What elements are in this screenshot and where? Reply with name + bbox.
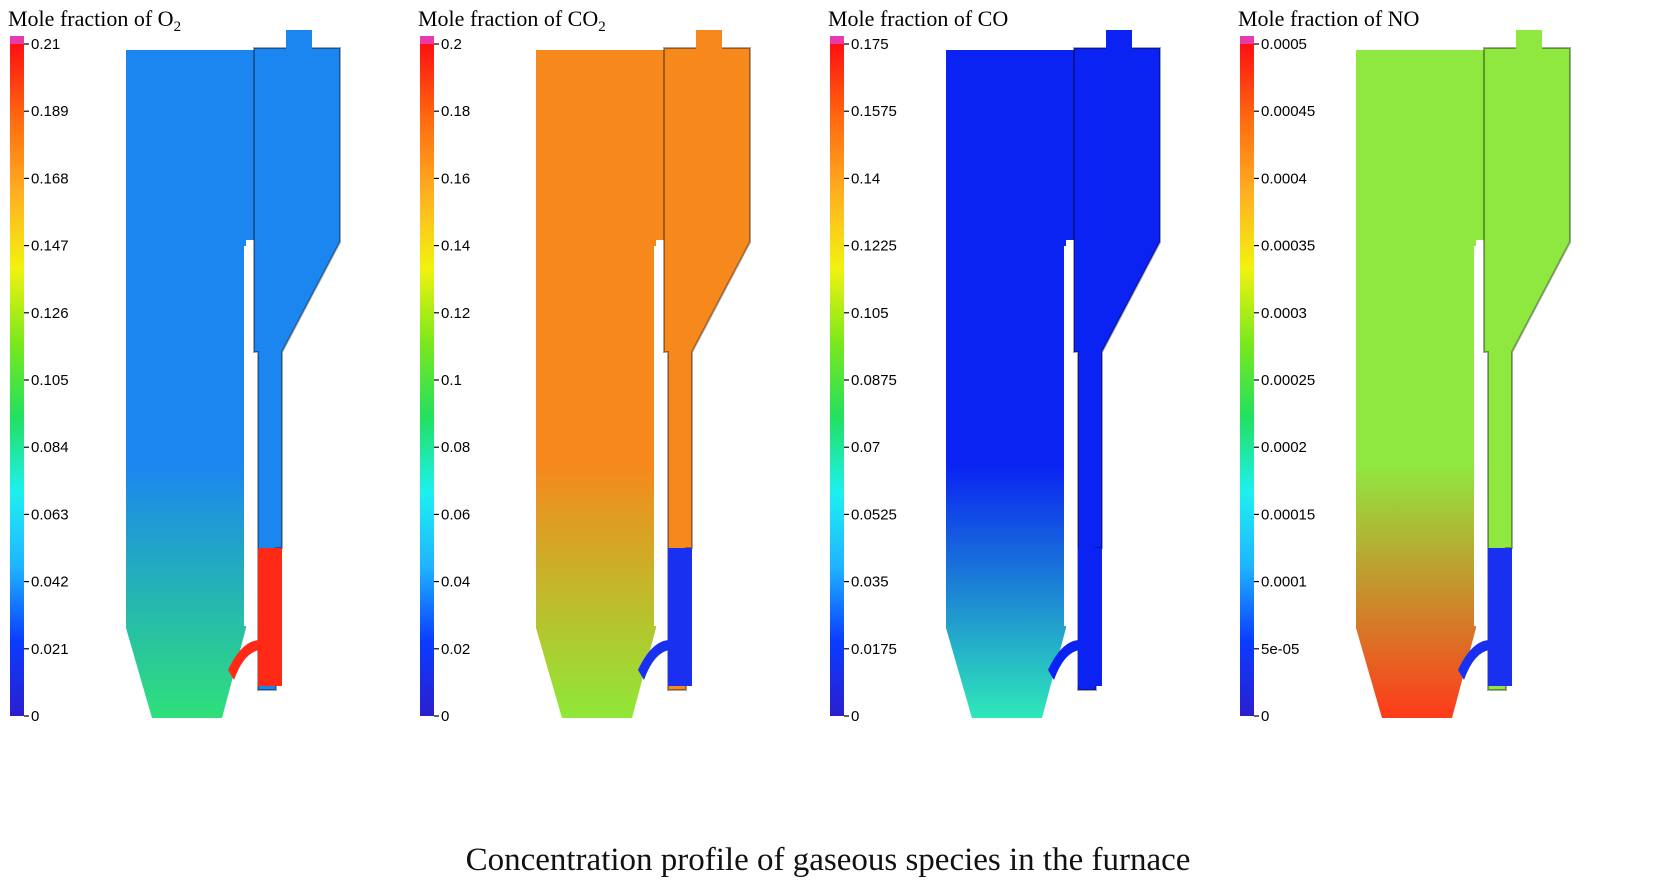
colorbar-tick-label: 0.1225 [851, 238, 897, 255]
riser-gap [244, 246, 256, 626]
furnace-riser [1356, 50, 1486, 718]
colorbar-tick-label: 0.042 [31, 574, 69, 591]
colorbar-tick-label: 0 [851, 708, 859, 725]
colorbar-tick-label: 0.175 [851, 36, 889, 53]
colorbar-tick-label: 0.0001 [1261, 574, 1307, 591]
outlet-stack [696, 30, 722, 50]
furnace-riser [126, 50, 256, 718]
colorbar-tick-label: 0.021 [31, 641, 69, 658]
colorbar-tick-label: 0.0003 [1261, 305, 1307, 322]
colorbar-tick-label: 0 [31, 708, 39, 725]
standpipe [1078, 548, 1102, 686]
panel-title: Mole fraction of CO [828, 6, 1008, 31]
loop-seal [1048, 640, 1080, 680]
riser-gap [1064, 246, 1076, 626]
riser-gap [654, 246, 666, 626]
colorbar-tick-label: 0.00025 [1261, 372, 1315, 389]
panel-title-subscript: 2 [174, 19, 182, 35]
colorbar [420, 44, 434, 716]
colorbar-tick-label: 0 [1261, 708, 1269, 725]
outlet-stack [1106, 30, 1132, 50]
colorbar-tick-label: 0.21 [31, 36, 60, 53]
furnace-riser [536, 50, 666, 718]
colorbar-tick-label: 0.1575 [851, 103, 897, 120]
colorbar [830, 44, 844, 716]
colorbar-tick-label: 0.035 [851, 574, 889, 591]
colorbar-tick-label: 0.147 [31, 238, 69, 255]
panel-title-subscript: 2 [598, 19, 606, 35]
loop-seal [228, 640, 260, 680]
colorbar-tick-label: 5e-05 [1261, 641, 1299, 658]
figure-caption: Concentration profile of gaseous species… [465, 842, 1191, 878]
colorbar-tick-label: 0.12 [441, 305, 470, 322]
panel-co2: Mole fraction of CO20.20.180.160.140.120… [418, 6, 751, 725]
colorbar-tick-label: 0.00045 [1261, 103, 1315, 120]
colorbar-tick-label: 0.0004 [1261, 170, 1307, 187]
colorbar-tick-label: 0.02 [441, 641, 470, 658]
panel-title: Mole fraction of NO [1238, 6, 1419, 31]
colorbar-tick-label: 0.105 [851, 305, 889, 322]
panel-o2: Mole fraction of O20.210.1890.1680.1470.… [8, 6, 341, 725]
panel-title: Mole fraction of CO2 [418, 6, 606, 35]
standpipe [668, 548, 692, 686]
panel-title: Mole fraction of O2 [8, 6, 181, 35]
colorbar-tick-label: 0.07 [851, 439, 880, 456]
loop-seal [1458, 640, 1490, 680]
panel-no: Mole fraction of NO 0.0005 0.00045 0.0004 0.… [1238, 6, 1571, 725]
colorbar-tick-label: 0.06 [441, 506, 470, 523]
outlet-stack [286, 30, 312, 50]
colorbar-tick-label: 0.0005 [1261, 36, 1307, 53]
colorbar-tick-label: 0.084 [31, 439, 69, 456]
riser-gap [1474, 246, 1486, 626]
colorbar-tick-label: 0.126 [31, 305, 69, 322]
colorbar [1240, 44, 1254, 716]
panel-title-main: Mole fraction of CO [828, 6, 1008, 31]
panel-co: Mole fraction of CO 0.175 0.1575 0.14 0.1225… [828, 6, 1161, 725]
colorbar-cap [830, 36, 844, 44]
colorbar-tick-label: 0.08 [441, 439, 470, 456]
panel-title-main: Mole fraction of O [8, 6, 174, 31]
colorbar [10, 44, 24, 716]
colorbar-tick-label: 0 [441, 708, 449, 725]
colorbar-tick-label: 0.105 [31, 372, 69, 389]
colorbar-tick-label: 0.18 [441, 103, 470, 120]
panel-title-main: Mole fraction of CO [418, 6, 598, 31]
colorbar-tick-label: 0.16 [441, 170, 470, 187]
colorbar-tick-label: 0.1 [441, 372, 462, 389]
colorbar-tick-label: 0.00015 [1261, 506, 1315, 523]
colorbar-tick-label: 0.0175 [851, 641, 897, 658]
standpipe [1488, 548, 1512, 686]
colorbar-tick-label: 0.14 [851, 170, 880, 187]
colorbar-tick-label: 0.0002 [1261, 439, 1307, 456]
colorbar-tick-label: 0.0525 [851, 506, 897, 523]
colorbar-tick-label: 0.04 [441, 574, 470, 591]
colorbar-tick-label: 0.2 [441, 36, 462, 53]
colorbar-tick-label: 0.0875 [851, 372, 897, 389]
colorbar-tick-label: 0.063 [31, 506, 69, 523]
colorbar-cap [10, 36, 24, 44]
colorbar-cap [1240, 36, 1254, 44]
panel-title-main: Mole fraction of NO [1238, 6, 1419, 31]
standpipe [258, 548, 282, 686]
colorbar-cap [420, 36, 434, 44]
colorbar-tick-label: 0.168 [31, 170, 69, 187]
colorbar-tick-label: 0.189 [31, 103, 69, 120]
loop-seal [638, 640, 670, 680]
colorbar-tick-label: 0.14 [441, 238, 470, 255]
outlet-stack [1516, 30, 1542, 50]
colorbar-tick-label: 0.00035 [1261, 238, 1315, 255]
furnace-riser [946, 50, 1076, 718]
